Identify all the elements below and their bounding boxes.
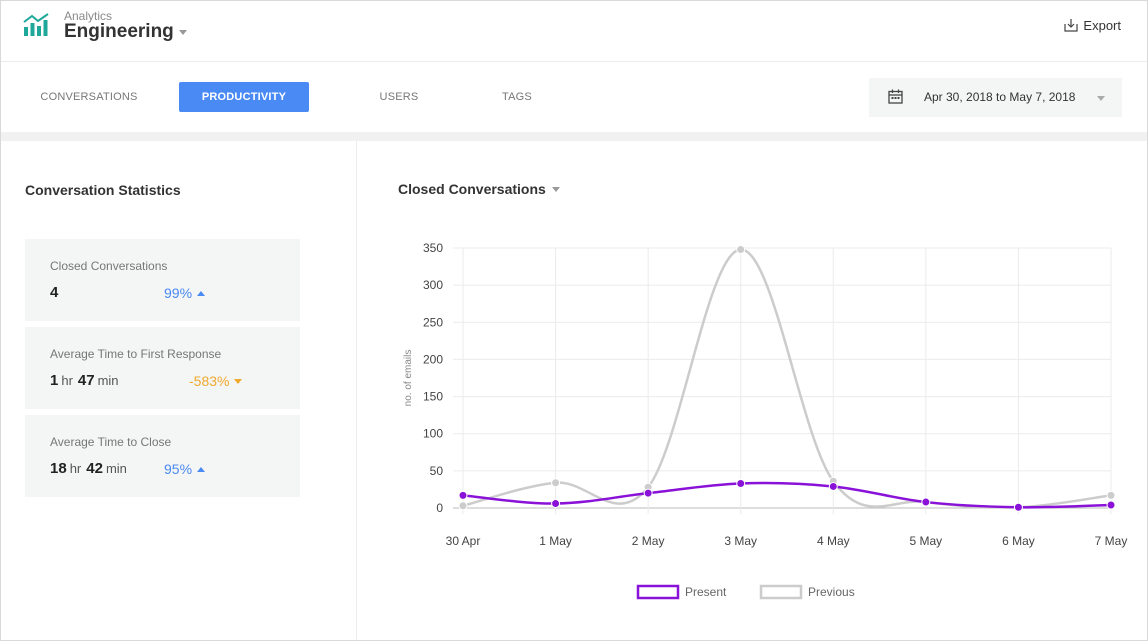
trend-up-icon — [197, 466, 206, 472]
data-point-previous — [551, 478, 561, 488]
y-tick-label: 250 — [423, 315, 443, 329]
trend-up-icon — [197, 290, 206, 296]
stat-label: Average Time to First Response — [50, 347, 222, 361]
export-icon — [1064, 19, 1079, 32]
data-point-present — [643, 488, 653, 498]
tab-users[interactable]: USERS — [379, 91, 419, 103]
data-point-previous — [1106, 490, 1116, 500]
stat-minutes: 47 — [77, 372, 95, 389]
y-tick-label: 150 — [423, 390, 443, 404]
stat-minutes: 42 — [86, 460, 103, 477]
stat-hours: 18 — [50, 460, 67, 477]
export-label: Export — [1083, 17, 1121, 33]
x-tick-label: 2 May — [632, 534, 665, 548]
stat-hours: 1 — [50, 372, 59, 389]
date-range-value: Apr 30, 2018 to May 7, 2018 — [924, 90, 1076, 104]
legend-label-previous: Previous — [808, 585, 855, 599]
calendar-icon — [888, 89, 903, 104]
stat-hours-unit: hr — [61, 373, 73, 388]
x-tick-label: 30 Apr — [446, 534, 481, 548]
series-line-present — [462, 481, 1112, 509]
tab-productivity[interactable]: PRODUCTIVITY — [179, 82, 309, 112]
data-point-present — [1106, 500, 1116, 510]
tab-conversations[interactable]: CONVERSATIONS — [40, 91, 138, 103]
stat-change: 95% — [164, 461, 206, 477]
workspace-selector[interactable]: Engineering — [64, 21, 187, 43]
stat-change: -583% — [189, 373, 243, 389]
stat-change-value: -583% — [189, 373, 230, 389]
tab-bar: CONVERSATIONS PRODUCTIVITY USERS TAGS Ap… — [1, 62, 1147, 132]
data-point-present — [921, 497, 931, 507]
stat-change-value: 95% — [164, 461, 193, 477]
legend-label-present: Present — [685, 585, 727, 599]
chart-title: Closed Conversations — [398, 181, 546, 197]
stat-card-first-response: Average Time to First Response 1 hr 47 min … — [25, 327, 300, 409]
stat-value: 1 hr 47 min — [50, 372, 124, 389]
stat-label: Average Time to Close — [50, 435, 172, 449]
series-line-previous — [462, 248, 1112, 509]
y-tick-label: 200 — [423, 352, 443, 366]
x-tick-label: 1 May — [539, 534, 572, 548]
data-point-present — [828, 481, 838, 491]
y-axis-label: no. of emails — [403, 350, 414, 407]
stat-change-value: 99% — [164, 285, 193, 301]
y-tick-label: 50 — [430, 464, 444, 478]
chevron-down-icon — [178, 29, 187, 35]
stat-minutes-unit: min — [105, 461, 127, 476]
data-point-previous — [736, 244, 746, 254]
stat-card-closed-conversations: Closed Conversations 4 99% — [25, 239, 300, 321]
data-point-previous — [458, 501, 468, 511]
data-point-present — [1013, 502, 1023, 512]
stat-value: 18 hr 42 min — [50, 460, 132, 477]
trend-down-icon — [234, 378, 243, 384]
section-divider — [1, 132, 1147, 141]
chart-metric-selector[interactable]: Closed Conversations — [398, 181, 560, 197]
stat-label: Closed Conversations — [50, 259, 168, 273]
y-tick-label: 0 — [436, 501, 443, 515]
data-point-present — [736, 478, 746, 488]
line-chart: 0 50 100 150 200 250 300 350 30 Apr 1 May 2 May 3 M… — [403, 241, 1128, 600]
app-header: Analytics Engineering Export — [1, 1, 1147, 62]
x-tick-label: 7 May — [1095, 534, 1128, 548]
stat-change: 99% — [164, 285, 206, 301]
workspace-title: Engineering — [64, 21, 174, 42]
brand-subtitle: Analytics — [64, 9, 113, 23]
date-range-picker[interactable]: Apr 30, 2018 to May 7, 2018 — [869, 78, 1122, 117]
y-tick-label: 350 — [423, 241, 443, 255]
export-button[interactable]: Export — [1063, 17, 1121, 33]
tab-tags[interactable]: TAGS — [502, 91, 532, 103]
legend-swatch-present — [636, 584, 680, 600]
x-tick-label: 4 May — [817, 534, 850, 548]
chevron-down-icon — [1097, 96, 1105, 101]
legend-swatch-previous — [759, 584, 803, 600]
stat-value: 4 — [50, 284, 59, 301]
stats-panel: Conversation Statistics Closed Conversat… — [1, 141, 357, 640]
x-tick-label: 3 May — [724, 534, 757, 548]
stats-panel-title: Conversation Statistics — [25, 182, 181, 198]
y-tick-label: 300 — [423, 278, 443, 292]
data-point-present — [551, 499, 561, 509]
stat-card-time-to-close: Average Time to Close 18 hr 42 min 95% — [25, 415, 300, 497]
stat-minutes-unit: min — [97, 373, 119, 388]
chevron-down-icon — [551, 186, 560, 192]
y-tick-label: 100 — [423, 427, 443, 441]
x-tick-label: 6 May — [1002, 534, 1035, 548]
bar-chart-logo-icon — [23, 13, 49, 36]
stat-hours-unit: hr — [69, 461, 82, 476]
data-point-present — [458, 490, 468, 500]
x-tick-label: 5 May — [910, 534, 943, 548]
